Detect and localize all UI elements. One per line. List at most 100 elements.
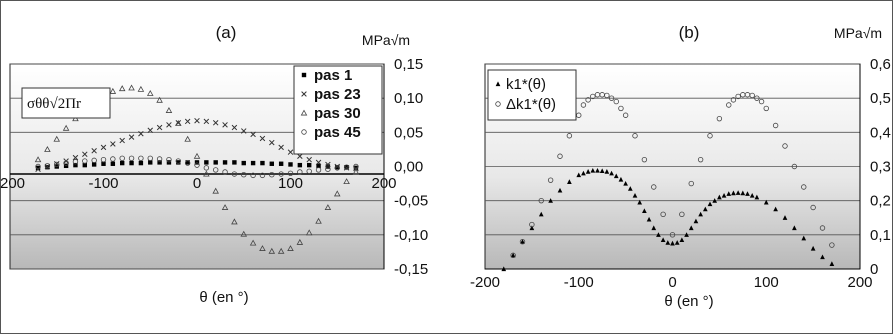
quantity-label: σθθ√2Πr xyxy=(27,96,81,112)
data-point xyxy=(334,165,340,171)
y-tick-label: 0,00 xyxy=(394,159,423,176)
legend-label: pas 1 xyxy=(314,67,352,84)
data-point xyxy=(232,160,237,165)
data-point xyxy=(590,168,596,173)
data-point xyxy=(203,118,210,125)
data-point xyxy=(269,171,275,178)
data-point xyxy=(176,160,181,165)
data-point xyxy=(193,152,201,159)
data-point xyxy=(829,261,835,266)
data-point xyxy=(53,161,60,167)
chart-b: -200 -100 0 100 200 0,60,50,40,30,20,10 (b) … xyxy=(470,23,891,310)
data-point xyxy=(669,232,676,238)
data-point xyxy=(547,177,554,183)
chart-a: -200 -100 0 100 200 0,15 0,10 0,05 0,00 -0,05 -0,… xyxy=(0,23,428,306)
data-point xyxy=(101,161,106,166)
data-point xyxy=(679,237,685,243)
data-point xyxy=(702,206,708,212)
data-point xyxy=(763,199,769,205)
legend-label: k1*(θ) xyxy=(506,76,546,93)
y-tick-label: 0,1 xyxy=(870,227,891,244)
data-point xyxy=(585,97,591,103)
data-point xyxy=(222,160,228,165)
data-point xyxy=(138,130,144,137)
points-b xyxy=(501,92,835,272)
x-tick-label: 200 xyxy=(371,175,396,192)
data-point xyxy=(259,245,266,251)
data-point xyxy=(213,160,218,165)
data-point xyxy=(735,93,741,100)
data-point xyxy=(581,170,586,176)
data-point xyxy=(595,168,600,173)
data-point xyxy=(590,93,596,100)
data-point xyxy=(296,238,304,245)
data-point xyxy=(63,163,69,169)
data-point xyxy=(810,204,816,211)
legend-a-item: pas 1 pas 23 pas 30 pas 45 xyxy=(300,67,361,141)
data-point xyxy=(287,170,294,177)
data-point xyxy=(260,160,265,166)
data-point xyxy=(810,245,816,251)
data-point xyxy=(510,252,516,258)
data-point xyxy=(801,235,807,241)
data-point xyxy=(128,155,135,161)
data-point xyxy=(684,232,689,237)
data-point xyxy=(110,156,116,162)
y-ticks-b: 0,6 0,5 0,4 0,3 0,2 0,1 0 xyxy=(870,56,891,278)
data-point xyxy=(731,190,736,196)
data-point xyxy=(100,156,107,163)
legend-marker xyxy=(301,72,307,78)
data-point xyxy=(62,124,70,131)
data-point xyxy=(82,158,88,164)
data-point xyxy=(110,141,116,147)
data-point xyxy=(249,239,257,246)
y-tick-label: 0,05 xyxy=(394,124,423,141)
data-point xyxy=(297,169,303,175)
data-point xyxy=(333,190,341,197)
data-point xyxy=(175,158,181,164)
data-point xyxy=(278,161,284,166)
data-point xyxy=(306,168,312,174)
data-point xyxy=(324,204,332,210)
data-point xyxy=(651,184,657,190)
data-point xyxy=(618,176,624,182)
data-point xyxy=(712,198,718,203)
chart-b-unit: MPa√m xyxy=(834,25,882,41)
data-point xyxy=(157,160,162,165)
data-point xyxy=(73,162,78,168)
data-point xyxy=(110,161,116,166)
data-point xyxy=(128,84,135,91)
data-point xyxy=(613,173,619,179)
data-point xyxy=(194,162,200,168)
data-point xyxy=(820,254,825,260)
y-tick-label: 0,2 xyxy=(870,193,891,210)
data-point xyxy=(567,179,572,184)
data-point xyxy=(166,122,172,128)
data-point xyxy=(35,166,41,172)
data-point xyxy=(519,238,526,245)
data-point xyxy=(307,162,312,168)
data-point xyxy=(792,225,797,231)
data-point xyxy=(222,122,228,128)
data-point xyxy=(749,92,755,99)
data-point xyxy=(315,167,322,173)
data-point xyxy=(297,153,303,160)
data-point xyxy=(316,163,321,169)
data-point xyxy=(166,160,172,165)
y-tick-label: -0,10 xyxy=(394,227,428,244)
data-point xyxy=(72,159,79,165)
data-point xyxy=(343,164,350,170)
data-point xyxy=(819,225,826,231)
data-point xyxy=(782,215,788,220)
data-point xyxy=(782,143,788,149)
data-point xyxy=(194,160,200,165)
data-point xyxy=(693,218,699,224)
data-point xyxy=(156,96,163,103)
data-point xyxy=(660,237,666,243)
x-tick-label: 0 xyxy=(193,175,201,192)
y-tick-label: 0,15 xyxy=(394,56,423,73)
data-point xyxy=(566,133,573,139)
data-point xyxy=(128,134,135,140)
data-point xyxy=(35,165,41,171)
data-point xyxy=(679,211,685,218)
